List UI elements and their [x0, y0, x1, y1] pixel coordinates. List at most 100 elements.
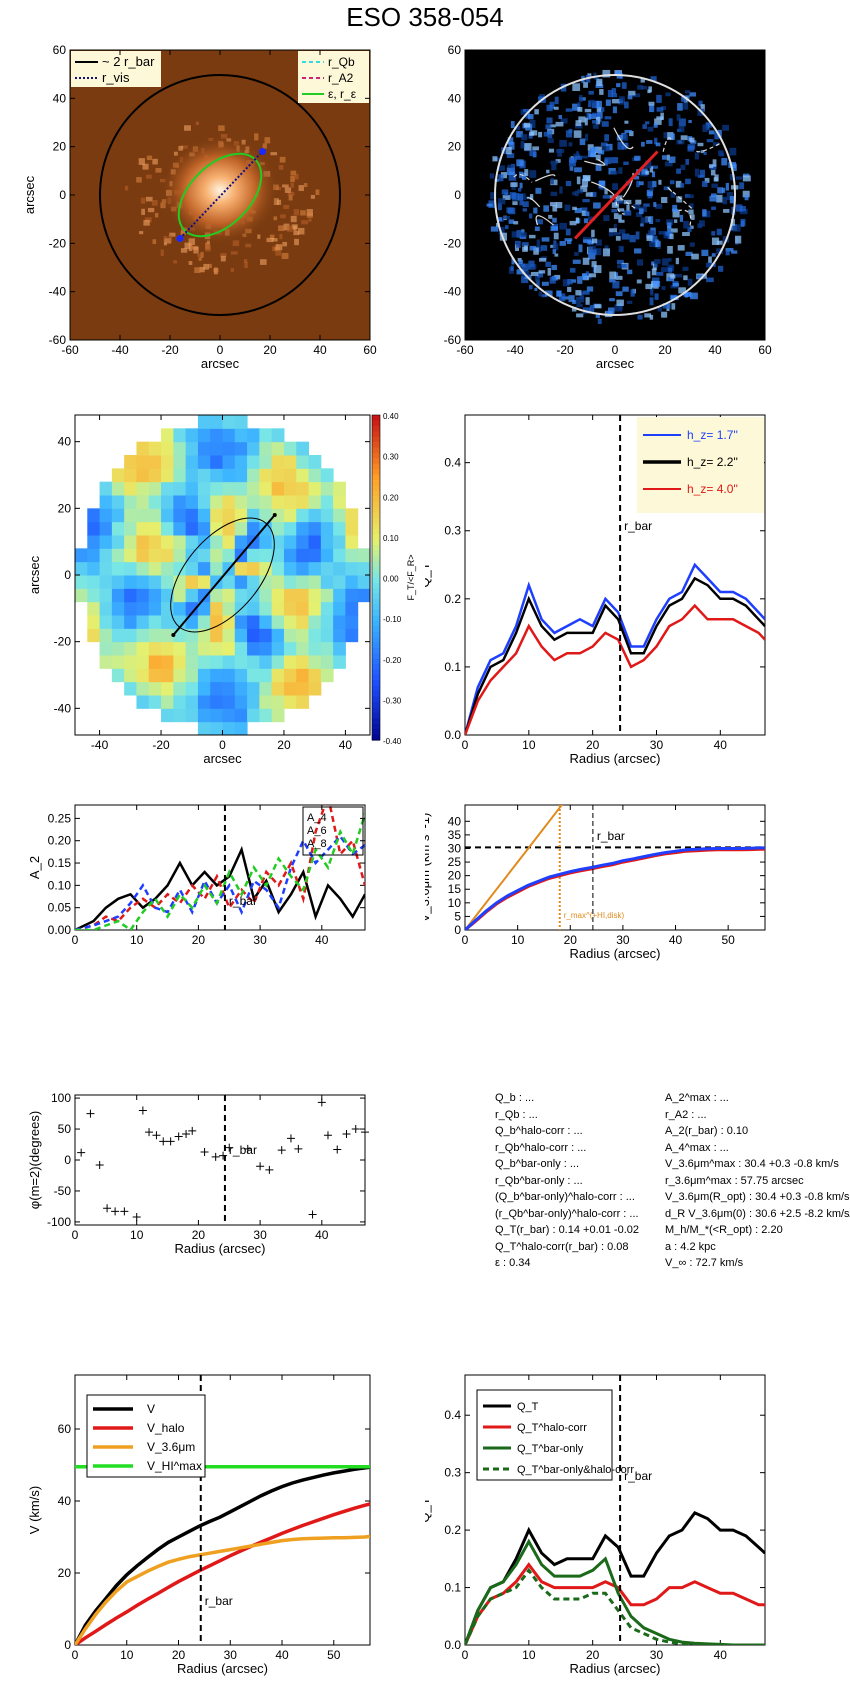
heatmap-cell: [333, 641, 346, 656]
image-pixel: [583, 218, 589, 224]
image-pixel: [588, 100, 592, 108]
heatmap-cell: [308, 615, 322, 629]
contour-line: [679, 209, 692, 226]
heatmap-cell: [136, 681, 150, 696]
image-pixel: [173, 260, 178, 264]
image-pixel: [564, 204, 571, 211]
image-pixel: [670, 274, 676, 279]
image-pixel: [627, 269, 633, 275]
heatmap-cell: [234, 628, 248, 643]
x-tick-label: 20: [658, 343, 672, 357]
image-pixel: [697, 174, 704, 178]
image-pixel: [598, 180, 606, 189]
x-tick-label: 0: [72, 1228, 79, 1242]
image-pixel: [655, 203, 663, 209]
image-pixel: [282, 241, 288, 247]
x-tick-label: 0: [612, 343, 619, 357]
heatmap-cell: [271, 561, 285, 576]
image-pixel: [549, 202, 557, 207]
image-pixel: [193, 246, 199, 254]
image-pixel: [220, 255, 226, 262]
image-pixel: [577, 102, 581, 108]
heatmap-cell: [247, 481, 260, 496]
x-tick-label: 10: [130, 1228, 144, 1242]
heatmap-cell: [308, 521, 322, 536]
image-pixel: [596, 106, 602, 113]
heatmap-cell: [222, 495, 236, 509]
heatmap-cell: [173, 668, 187, 683]
y-tick-label: 0.20: [48, 834, 72, 848]
heatmap-cell: [296, 561, 310, 576]
colorbar-cell: [372, 707, 380, 714]
heatmap-cell: [320, 495, 334, 509]
image-pixel: [654, 137, 658, 145]
image-pixel: [293, 209, 300, 216]
image-pixel: [188, 244, 193, 252]
legend-label: h_z= 2.2'': [687, 455, 738, 469]
image-pixel: [194, 267, 201, 274]
image-pixel: [308, 218, 312, 222]
image-pixel: [617, 208, 625, 212]
info-left-line: Q_b : ...: [495, 1092, 535, 1104]
image-pixel: [594, 146, 603, 154]
image-pixel: [685, 178, 691, 185]
image-pixel: [180, 248, 188, 253]
image-pixel: [581, 210, 586, 216]
y-tick-label: 100: [51, 1091, 71, 1105]
image-pixel: [593, 265, 602, 274]
y-tick-label: 0.1: [444, 1581, 461, 1595]
x-tick-label: 40: [275, 1648, 289, 1662]
image-pixel: [623, 199, 632, 205]
image-pixel: [647, 271, 651, 279]
image-pixel: [635, 212, 642, 217]
scatter-point: [120, 1207, 129, 1216]
image-pixel: [711, 253, 716, 257]
heatmap-cell: [345, 575, 359, 589]
heatmap-cell: [333, 535, 346, 549]
image-pixel: [697, 274, 705, 279]
heatmap-cell: [87, 615, 101, 629]
image-pixel: [700, 104, 705, 112]
image-pixel: [621, 82, 627, 89]
heatmap-cell: [296, 575, 310, 589]
image-pixel: [572, 83, 581, 91]
heatmap-cell: [283, 641, 297, 656]
image-pixel: [577, 276, 583, 284]
heatmap-cell: [247, 695, 260, 709]
image-pixel: [648, 101, 655, 106]
plot-area: [75, 1465, 370, 1645]
image-pixel: [611, 98, 620, 104]
image-pixel: [574, 167, 582, 173]
image-pixel: [673, 219, 678, 223]
heatmap-cell: [259, 548, 273, 563]
heatmap-cell: [247, 455, 260, 469]
image-pixel: [282, 184, 289, 188]
image-pixel: [666, 154, 670, 161]
colorbar-cell: [372, 620, 380, 627]
image-pixel: [687, 145, 694, 152]
image-pixel: [254, 133, 259, 141]
image-pixel: [687, 278, 693, 286]
y-axis-label: V (km/s): [27, 1486, 42, 1534]
heatmap-cell: [222, 415, 236, 429]
panel-5-a2: 0 10 20 30 40 0.00 0.05 0.10 0.15 0.20 0.25 A_2 r_ba…: [27, 804, 366, 947]
image-pixel: [283, 223, 290, 231]
image-pixel: [591, 100, 600, 109]
image-pixel: [629, 131, 634, 137]
heatmap-cell: [210, 548, 223, 563]
colorbar-tick-label: 0.10: [383, 534, 399, 543]
heatmap-cell: [234, 668, 248, 683]
x-tick-label: -20: [152, 738, 170, 752]
info-left-line: Q_T(r_bar) : 0.14 +0.01 -0.02: [495, 1224, 639, 1236]
y-tick-label: 40: [58, 1494, 72, 1508]
heatmap-cell: [320, 508, 334, 523]
heatmap-cell: [185, 428, 199, 443]
image-pixel: [142, 163, 149, 170]
image-pixel: [529, 170, 537, 178]
image-pixel: [618, 303, 623, 309]
heatmap-cell: [271, 615, 285, 629]
image-pixel: [515, 244, 520, 251]
image-pixel: [554, 96, 559, 105]
image-pixel: [276, 199, 282, 205]
image-pixel: [143, 219, 150, 226]
